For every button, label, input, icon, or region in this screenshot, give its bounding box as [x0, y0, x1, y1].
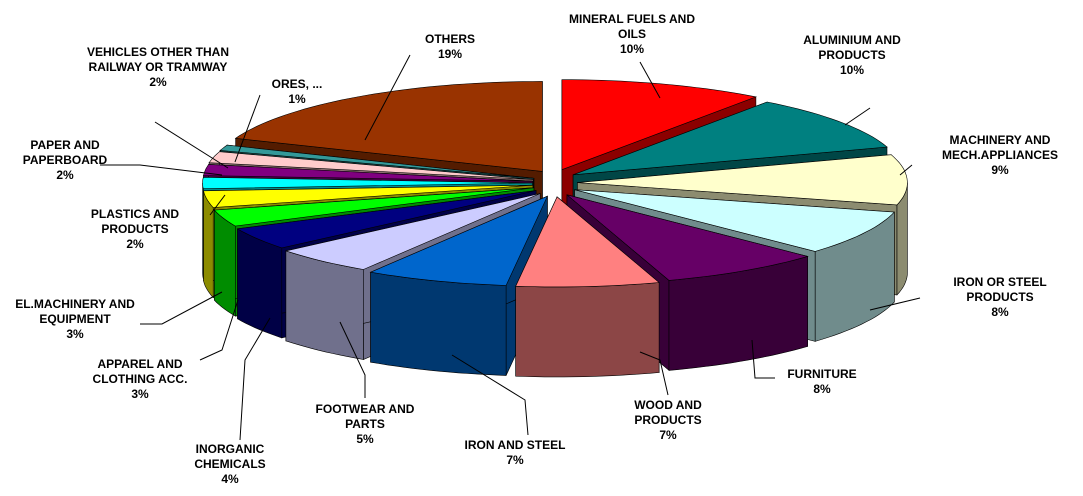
category-name: ALUMINIUM AND PRODUCTS: [803, 33, 901, 62]
slice: [202, 164, 533, 182]
slice: [574, 189, 895, 252]
slice-side: [202, 182, 204, 279]
leader-line: [140, 291, 223, 325]
category-name: INORGANIC CHEMICALS: [194, 442, 266, 471]
value-label: 10%: [839, 63, 865, 77]
leader-line: [869, 297, 921, 311]
value-label: 2%: [149, 75, 167, 89]
slice-label: PAPER AND PAPERBOARD 2%: [5, 138, 125, 183]
leader-line: [239, 317, 271, 441]
category-name: FOOTWEAR AND PARTS: [315, 402, 415, 431]
category-name: IRON AND STEEL: [464, 438, 566, 452]
slice-side: [370, 271, 507, 376]
category-name: PLASTICS AND PRODUCTS: [90, 207, 180, 236]
slice-side: [515, 282, 660, 378]
leader-line: [364, 54, 411, 141]
value-label: 3%: [66, 327, 84, 341]
value-label: 10%: [619, 42, 645, 56]
leader-line: [639, 351, 669, 396]
slice: [515, 196, 660, 288]
slice-label: OTHERS 19%: [410, 32, 490, 62]
slice: [369, 195, 549, 286]
leader-line: [339, 321, 366, 398]
slice-label: ALUMINIUM AND PRODUCTS 10%: [792, 33, 912, 78]
slice: [219, 144, 534, 179]
slice-label: VEHICLES OTHER THAN RAILWAY OR TRAMWAY 2%: [68, 45, 248, 90]
leader-line: [899, 164, 913, 176]
category-name: FURNITURE: [787, 367, 857, 381]
slice-label: MACHINERY AND MECH.APPLIANCES 9%: [913, 133, 1083, 178]
value-label: 7%: [659, 428, 677, 442]
slice: [234, 81, 543, 172]
slice-label: INORGANIC CHEMICALS 4%: [180, 442, 280, 487]
value-label: 3%: [131, 387, 149, 401]
leader-line: [451, 354, 529, 436]
slice-side: [203, 190, 214, 299]
category-name: WOOD AND PRODUCTS: [634, 398, 702, 427]
value-label: 1%: [288, 92, 306, 106]
slice-label: ORES, ... 1%: [267, 77, 327, 107]
slice-side: [214, 209, 236, 317]
slice: [566, 194, 809, 281]
value-label: 7%: [506, 453, 524, 467]
leader-line: [199, 299, 239, 361]
slice-label: FOOTWEAR AND PARTS 5%: [300, 402, 430, 447]
value-label: 8%: [991, 305, 1009, 319]
slice-label: MINERAL FUELS AND OILS 10%: [557, 12, 707, 57]
slice: [213, 187, 534, 227]
leader-lines: [100, 54, 921, 441]
category-name: VEHICLES OTHER THAN RAILWAY OR TRAMWAY: [86, 45, 229, 74]
leader-line: [751, 339, 775, 379]
slice-label: FURNITURE 8%: [772, 367, 872, 397]
value-label: 2%: [56, 168, 74, 182]
slice-label: EL.MACHINERY AND EQUIPMENT 3%: [5, 297, 145, 342]
category-name: APPAREL AND CLOTHING ACC.: [92, 357, 188, 386]
value-label: 9%: [991, 163, 1009, 177]
slice-label: APPAREL AND CLOTHING ACC. 3%: [75, 357, 205, 402]
category-name: ORES, ...: [271, 77, 323, 91]
category-name: IRON OR STEEL PRODUCTS: [953, 275, 1047, 304]
value-label: 4%: [221, 472, 239, 486]
category-name: PAPER AND PAPERBOARD: [22, 138, 108, 167]
value-label: 2%: [126, 237, 144, 251]
slice: [236, 190, 537, 249]
value-label: 19%: [437, 47, 463, 61]
slice-label: WOOD AND PRODUCTS 7%: [618, 398, 718, 443]
leader-line: [209, 194, 226, 216]
slice-label: PLASTICS AND PRODUCTS 2%: [75, 207, 195, 252]
category-name: MACHINERY AND MECH.APPLIANCES: [941, 133, 1058, 162]
leader-line: [844, 107, 871, 126]
leader-line: [234, 94, 261, 163]
category-name: OTHERS: [424, 32, 475, 46]
slice: [203, 184, 533, 208]
value-label: 8%: [813, 382, 831, 396]
slice: [577, 154, 908, 206]
leader-line: [154, 121, 229, 169]
slice: [208, 151, 534, 180]
slice: [284, 193, 541, 270]
category-name: EL.MACHINERY AND EQUIPMENT: [15, 297, 135, 326]
leader-line: [100, 164, 223, 176]
slice: [572, 101, 888, 176]
slice: [202, 176, 533, 190]
category-name: MINERAL FUELS AND OILS: [569, 12, 695, 41]
slice-label: IRON AND STEEL 7%: [450, 438, 580, 468]
value-label: 5%: [356, 432, 374, 446]
leader-line: [639, 61, 661, 99]
slice-label: IRON OR STEEL PRODUCTS 8%: [935, 275, 1065, 320]
slice: [561, 79, 757, 171]
